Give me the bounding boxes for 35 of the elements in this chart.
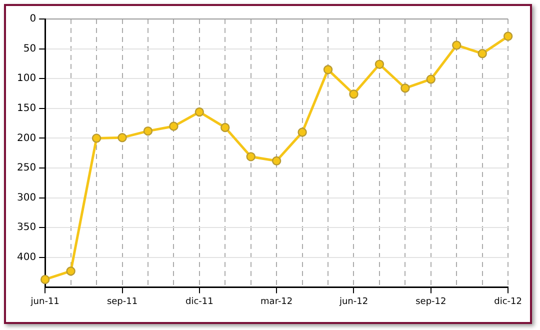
- y-tick-label: 300: [16, 192, 36, 204]
- point: [374, 60, 384, 69]
- point: [298, 128, 307, 137]
- point: [92, 134, 102, 143]
- x-tick-label: sep-11: [106, 296, 138, 307]
- point: [452, 40, 462, 50]
- y-tick-label: 150: [16, 102, 36, 114]
- point: [40, 274, 50, 284]
- x-tick-label: dic-11: [185, 296, 214, 307]
- x-tick-label: sep-12: [416, 296, 446, 307]
- y-tick-label: 400: [16, 252, 36, 263]
- y-tick-label: 200: [16, 132, 36, 144]
- point: [220, 122, 230, 132]
- point: [118, 133, 127, 142]
- y-tick-label: 0: [30, 14, 36, 25]
- point: [143, 126, 153, 136]
- y-tick-label: 100: [16, 73, 36, 84]
- point: [272, 156, 282, 166]
- point: [194, 107, 204, 117]
- x-tick-label: mar-12: [260, 296, 293, 307]
- point: [169, 122, 178, 131]
- point: [426, 74, 436, 84]
- point: [323, 65, 333, 74]
- y-tick-label: 50: [23, 43, 36, 54]
- point: [400, 84, 410, 93]
- y-tick-label: 350: [16, 222, 36, 234]
- x-tick-label: jun-11: [30, 296, 60, 307]
- x-tick-label: dic-12: [494, 296, 522, 307]
- x-tick-label: jun-12: [338, 296, 368, 307]
- point: [478, 48, 487, 58]
- point: [349, 89, 358, 99]
- point: [66, 266, 76, 276]
- point: [503, 32, 513, 41]
- y-tick-label: 250: [16, 162, 36, 174]
- point: [246, 152, 256, 162]
